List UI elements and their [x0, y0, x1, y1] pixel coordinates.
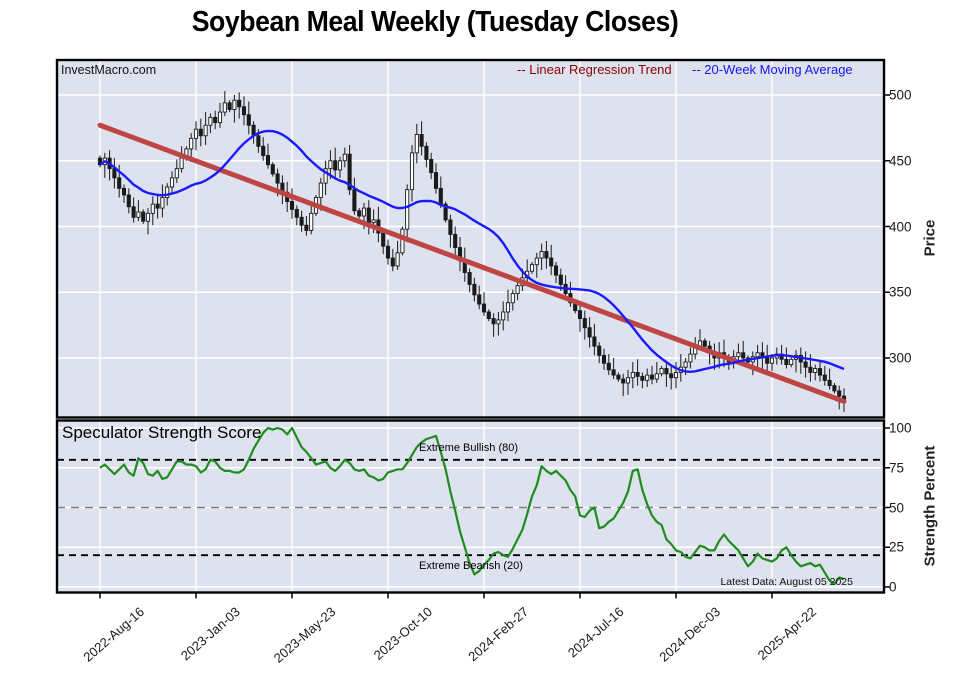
strength-tick-label: 50: [889, 500, 905, 515]
strength-tick-label: 75: [889, 460, 905, 476]
legend-moving-average: -- 20-Week Moving Average: [692, 62, 853, 77]
price-tick-label: 350: [889, 284, 912, 300]
trend-line: [97, 122, 847, 404]
strength-axis-label: Strength Percent: [921, 445, 939, 567]
watermark-text: InvestMacro.com: [61, 63, 157, 77]
ma-line: [99, 129, 845, 373]
legend-linear-regression: -- Linear Regression Trend: [517, 62, 672, 77]
strength-tick-label: 0: [889, 579, 897, 595]
price-tick-label: 300: [889, 350, 912, 366]
price-axis-label: Price: [921, 219, 939, 257]
extreme-bullish-label: Extreme Bullish (80): [419, 442, 519, 454]
extreme-bearish-label: Extreme Bearish (20): [419, 560, 523, 572]
price-tick-label: 500: [889, 87, 912, 103]
panel-borders: [55, 58, 890, 599]
strength-panel-title: Speculator Strength Score: [62, 423, 262, 442]
price-panel-bg: [57, 60, 884, 418]
gridlines: [57, 60, 884, 593]
chart-title: Soybean Meal Weekly (Tuesday Closes): [191, 6, 679, 38]
strength-line: [99, 426, 845, 585]
price-tick-label: 450: [889, 153, 912, 169]
strength-tick-label: 100: [889, 420, 912, 436]
strength-tick-label: 25: [889, 539, 905, 555]
latest-data-note: Latest Data: August 05 2025: [720, 576, 853, 588]
price-tick-label: 400: [889, 219, 912, 234]
